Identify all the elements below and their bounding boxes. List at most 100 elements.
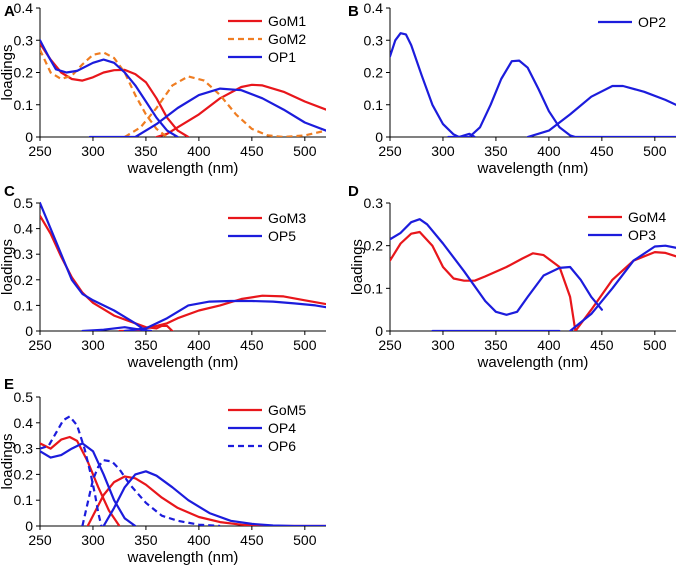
y-axis-label: loadings — [0, 434, 16, 490]
y-tick-label: 0.1 — [14, 492, 34, 508]
x-axis-label: wavelength (nm) — [477, 160, 589, 177]
panel-label: D — [348, 183, 359, 200]
y-tick-label: 0.2 — [364, 65, 384, 81]
chart-plot-B: 0 0.1 0.2 0.3 0.4 250 300 350 400 450 500 wavelengt… — [364, 0, 676, 177]
panel-A: A 0 0.1 0.2 0.3 0.4 250 300 350 400 450 500 wavelen… — [0, 0, 326, 177]
legend-label: GoM4 — [628, 209, 666, 225]
series-line-op6 — [40, 415, 103, 526]
legend-label: OP6 — [268, 438, 296, 454]
y-tick-label: 0.2 — [364, 238, 384, 254]
panel-E: E 0 0.1 0.2 0.3 0.4 0.5 250 300 350 400 450 500 wave… — [0, 376, 326, 566]
legend-label: OP5 — [268, 228, 296, 244]
series-group — [40, 201, 326, 331]
series-line-op4 — [102, 470, 326, 526]
x-axis-label: wavelength (nm) — [477, 354, 589, 371]
series-line-op1 — [88, 87, 326, 137]
x-tick-label: 450 — [590, 143, 614, 159]
x-tick-label: 300 — [81, 337, 105, 353]
x-tick-label: 300 — [431, 337, 455, 353]
series-line-op3 — [390, 218, 603, 316]
x-tick-label: 500 — [293, 532, 317, 548]
x-tick-label: 350 — [484, 143, 508, 159]
legend-label: OP2 — [638, 14, 666, 30]
legend-label: OP1 — [268, 49, 296, 65]
x-tick-label: 450 — [590, 337, 614, 353]
x-tick-label: 250 — [28, 143, 52, 159]
series-line-gom5 — [86, 475, 326, 526]
panel-label: C — [4, 183, 15, 200]
panel-label: A — [4, 3, 15, 20]
y-tick-label: 0.1 — [14, 297, 34, 313]
y-tick-label: 0.3 — [14, 441, 34, 457]
x-tick-label: 500 — [643, 143, 667, 159]
x-tick-label: 400 — [537, 337, 561, 353]
panel-label: B — [348, 3, 359, 20]
series-line-gom4 — [390, 230, 577, 331]
series-line-gom1 — [40, 42, 190, 137]
y-tick-label: 0.1 — [14, 97, 34, 113]
series-line-op3 — [569, 244, 676, 331]
series-line-op2 — [447, 59, 676, 137]
x-tick-label: 300 — [81, 532, 105, 548]
legend-label: GoM5 — [268, 402, 306, 418]
panel-label: E — [4, 376, 14, 393]
chart-plot-D: 0 0.1 0.2 0.3 250 300 350 400 450 500 wavelength (… — [349, 195, 676, 371]
x-tick-label: 350 — [484, 337, 508, 353]
y-tick-label: 0 — [375, 323, 383, 339]
panel-B: B 0 0.1 0.2 0.3 0.4 250 300 350 400 450 500 wavelen… — [348, 0, 676, 177]
x-axis-label: wavelength (nm) — [127, 354, 239, 371]
panel-C: C 0 0.1 0.2 0.3 0.4 0.5 250 300 350 400 450 500 wave… — [0, 183, 326, 371]
x-tick-label: 400 — [187, 532, 211, 548]
chart-plot-E: 0 0.1 0.2 0.3 0.4 0.5 250 300 350 400 450 500 wavele… — [0, 389, 326, 566]
series-line-op5 — [81, 326, 153, 331]
legend-label: OP4 — [268, 420, 296, 436]
legend-label: GoM2 — [268, 31, 306, 47]
y-tick-label: 0.5 — [14, 195, 34, 211]
series-line-gom2 — [40, 49, 168, 137]
x-tick-label: 350 — [134, 337, 158, 353]
y-axis-label: loadings — [349, 239, 366, 295]
x-tick-label: 500 — [293, 337, 317, 353]
y-axis-label: loadings — [0, 45, 16, 101]
x-tick-label: 300 — [81, 143, 105, 159]
series-group — [390, 218, 676, 331]
y-tick-label: 0.3 — [364, 195, 384, 211]
panel-D: D 0 0.1 0.2 0.3 250 300 350 400 450 500 wavelength… — [348, 183, 676, 371]
x-tick-label: 250 — [378, 337, 402, 353]
y-tick-label: 0.1 — [364, 97, 384, 113]
series-line-op5 — [123, 299, 326, 331]
y-tick-label: 0 — [25, 129, 33, 145]
x-tick-label: 450 — [240, 143, 264, 159]
y-tick-label: 0.3 — [14, 32, 34, 48]
x-tick-label: 400 — [537, 143, 561, 159]
y-tick-label: 0.4 — [14, 415, 34, 431]
series-line-gom5 — [40, 435, 121, 526]
y-tick-label: 0.4 — [14, 0, 34, 16]
y-tick-label: 0 — [375, 129, 383, 145]
legend-label: OP3 — [628, 227, 656, 243]
x-tick-label: 450 — [240, 532, 264, 548]
x-tick-label: 500 — [643, 337, 667, 353]
chart-plot-C: 0 0.1 0.2 0.3 0.4 0.5 250 300 350 400 450 500 wavele… — [0, 195, 326, 371]
legend-label: GoM1 — [268, 13, 306, 29]
x-tick-label: 250 — [28, 532, 52, 548]
y-axis-label: loadings — [0, 239, 16, 295]
y-tick-label: 0.1 — [364, 280, 384, 296]
x-tick-label: 300 — [431, 143, 455, 159]
x-tick-label: 400 — [187, 337, 211, 353]
series-line-op5 — [40, 201, 147, 331]
series-line-gom1 — [155, 83, 326, 137]
y-tick-label: 0 — [25, 518, 33, 534]
chart-plot-A: 0 0.1 0.2 0.3 0.4 250 300 350 400 450 500 wavelengt… — [0, 0, 326, 177]
x-axis-label: wavelength (nm) — [127, 549, 239, 566]
x-tick-label: 500 — [293, 143, 317, 159]
y-tick-label: 0.3 — [14, 246, 34, 262]
x-tick-label: 250 — [378, 143, 402, 159]
y-tick-label: 0.5 — [14, 389, 34, 405]
series-line-op2 — [390, 32, 476, 137]
series-line-gom2 — [124, 75, 326, 137]
series-group — [40, 39, 326, 137]
series-line-op4 — [40, 442, 137, 526]
series-line-op2 — [526, 84, 676, 137]
